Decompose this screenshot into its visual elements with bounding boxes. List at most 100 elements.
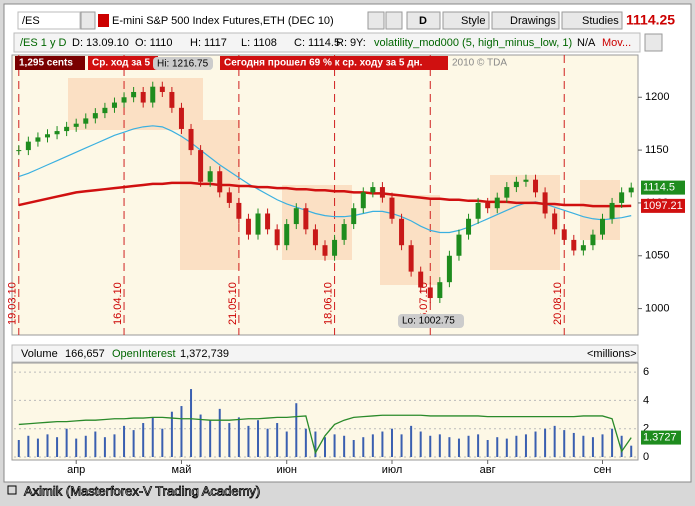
candle [178, 107, 184, 129]
style-button[interactable] [442, 11, 490, 30]
candle [399, 218, 405, 246]
volume-bar [630, 445, 633, 457]
volume-bar [457, 438, 460, 457]
volume-bar [266, 428, 269, 457]
volume-bar [276, 423, 279, 457]
volume-bar [620, 435, 623, 457]
volume-bar [381, 431, 384, 457]
candle [533, 179, 539, 193]
date-label: 18.06.10 [322, 282, 334, 325]
volume-bar [429, 435, 432, 457]
price-tag-box [641, 198, 685, 213]
price-layer: 1000105011001150120019.03.1016.04.1021.0… [7, 55, 685, 335]
date-label: 19.03.10 [7, 282, 19, 325]
volume-bar [295, 403, 298, 457]
label-box [15, 56, 85, 70]
oi-tag-box [641, 430, 681, 445]
chart-settings[interactable] [644, 33, 663, 52]
candle [35, 137, 41, 142]
volume-bar [247, 425, 250, 457]
candle [552, 213, 558, 230]
candle [513, 181, 519, 188]
candle [207, 171, 213, 182]
volume-bar [218, 408, 221, 457]
last-price: 1114.25 [626, 12, 675, 28]
candle [523, 179, 529, 182]
footer-icon [7, 485, 17, 495]
candle [446, 255, 452, 283]
aggregation-button[interactable] [406, 11, 441, 30]
symbol: /ES [22, 15, 40, 27]
y-tick-label: 1000 [645, 302, 669, 314]
volume-bar [591, 437, 594, 457]
candle [73, 123, 79, 127]
candle [580, 245, 586, 251]
volume-bar [65, 428, 68, 457]
drawings-button[interactable] [491, 11, 560, 30]
volume-bar [314, 431, 317, 457]
candle [609, 202, 615, 219]
volume-bar [400, 434, 403, 457]
volume-bar [352, 440, 355, 457]
y-tick-label: 4 [643, 394, 649, 406]
y-tick-label: 6 [643, 366, 649, 378]
candle [379, 187, 385, 198]
candle [44, 134, 50, 138]
tool-button[interactable] [367, 11, 385, 30]
volume-bar [257, 420, 260, 457]
info-symbol: /ES 1 y D [20, 37, 67, 49]
button-label: Drawings [510, 15, 556, 27]
volume-bar [113, 434, 116, 457]
hi-label: Hi: 1216.75 [157, 59, 209, 70]
button-label: Style [461, 15, 485, 27]
candle [217, 171, 223, 193]
info-mov: Mov... [602, 37, 631, 49]
candle [619, 192, 625, 203]
volume-bar [103, 437, 106, 457]
volume-bar [486, 440, 489, 457]
volume-bar [285, 431, 288, 457]
candle [25, 141, 31, 151]
candle [370, 187, 376, 193]
volume-bar [199, 414, 202, 457]
volume-bar [161, 428, 164, 457]
volume-bar [46, 434, 49, 457]
symbol-dropdown[interactable] [80, 11, 96, 30]
lo-label: Lo: 1002.75 [402, 316, 455, 327]
candle [92, 113, 98, 119]
symbol-input[interactable] [17, 11, 81, 30]
candle [64, 126, 70, 132]
candle [389, 197, 395, 219]
candle [131, 91, 137, 98]
candle [198, 150, 204, 182]
volume-bar [390, 428, 393, 457]
volume-bar [237, 417, 240, 457]
candle [293, 208, 299, 225]
volume-bar [151, 417, 154, 457]
volume-value: 166,657 [65, 348, 105, 360]
candle [274, 229, 280, 246]
volume-bar [170, 411, 173, 457]
volume-bar [333, 434, 336, 457]
candle [188, 128, 194, 151]
volume-bar [228, 423, 231, 457]
ma-red-line [18, 181, 632, 208]
candle [494, 197, 500, 209]
candle [121, 97, 127, 103]
candle [561, 229, 567, 240]
date-label: 16.04.10 [112, 282, 124, 325]
volume-bar [419, 431, 422, 457]
volume-bar [84, 435, 87, 457]
candle [83, 118, 89, 124]
volume-header [11, 344, 639, 363]
tool-button[interactable] [385, 11, 403, 30]
price-tag: 1114.5 [643, 182, 675, 194]
candle [54, 131, 60, 135]
studies-button[interactable] [561, 11, 623, 30]
y-tick-label: 1200 [645, 91, 669, 103]
volume-bar [209, 420, 212, 457]
volume-bar [371, 434, 374, 457]
oi-value: 1,372,739 [180, 348, 229, 360]
candle [408, 245, 414, 272]
date-label: 21.05.10 [227, 282, 239, 325]
